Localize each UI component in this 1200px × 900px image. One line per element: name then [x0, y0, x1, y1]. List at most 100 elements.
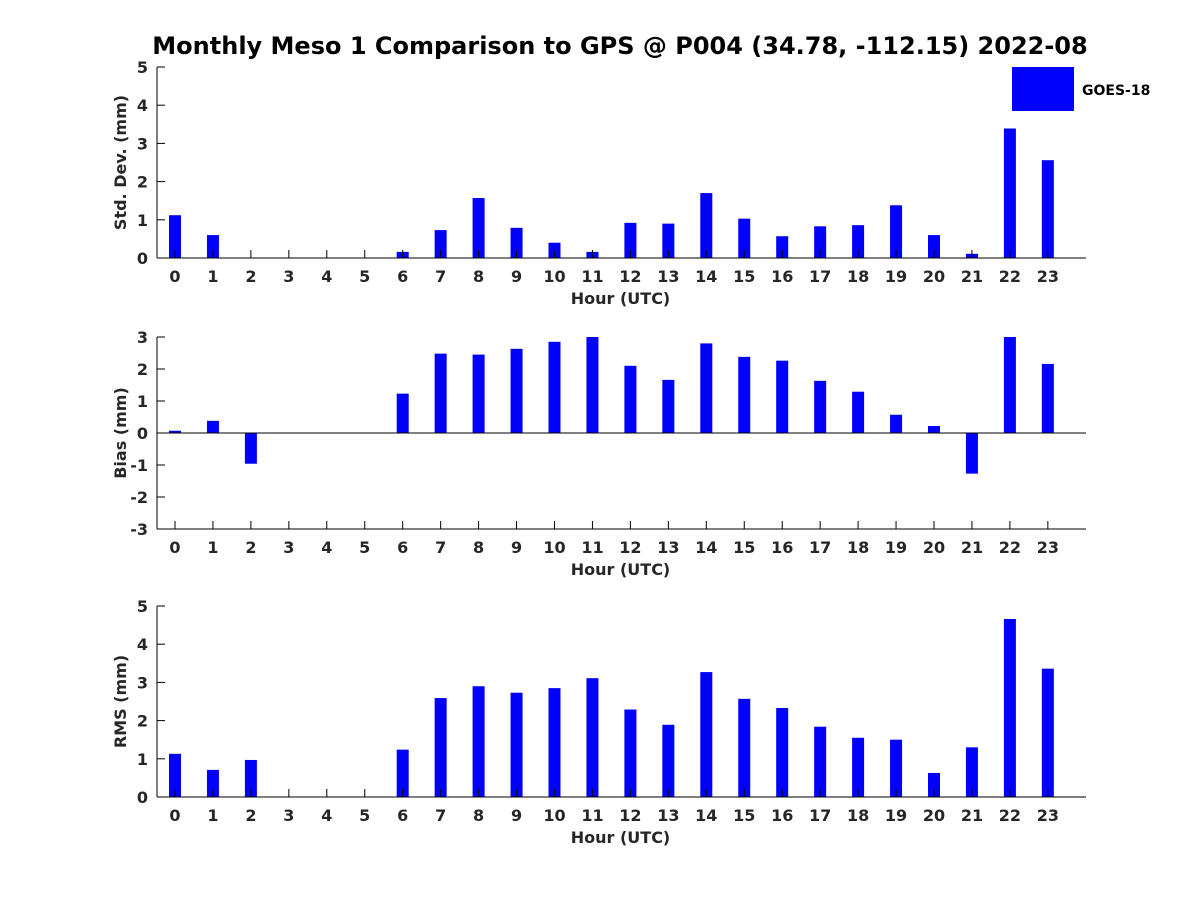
bias-bar-hour-10: [548, 341, 561, 433]
bias-x-tick-label: 23: [1037, 538, 1059, 557]
std-dev-x-tick-label: 2: [245, 267, 256, 286]
std-dev-x-tick-label: 23: [1037, 267, 1059, 286]
std-dev-bar-hour-9: [510, 227, 523, 258]
rms-bar-hour-9: [510, 692, 523, 797]
bias-x-tick-label: 7: [435, 538, 446, 557]
std-dev-bar-hour-18: [852, 225, 865, 258]
bias-y-tick-label: 2: [137, 360, 148, 379]
bias-bar-hour-19: [890, 414, 903, 433]
rms-bar-hour-17: [814, 726, 827, 797]
std-dev-bar-hour-1: [206, 235, 219, 258]
chart-title: Monthly Meso 1 Comparison to GPS @ P004 …: [152, 32, 1087, 60]
rms-bar-hour-21: [965, 747, 978, 797]
bias-x-axis-label: Hour (UTC): [571, 560, 671, 579]
std-dev-bar-hour-8: [472, 198, 485, 258]
bias-x-tick-label: 10: [543, 538, 565, 557]
rms-x-tick-label: 6: [397, 806, 408, 825]
std-dev-y-tick-label: 2: [137, 173, 148, 192]
rms-bar-hour-12: [624, 709, 637, 797]
bias-bar-hour-1: [206, 420, 219, 433]
bias-x-tick-label: 16: [771, 538, 793, 557]
bias-bar-hour-15: [738, 356, 751, 433]
rms-x-tick-label: 14: [695, 806, 717, 825]
bias-x-tick-label: 4: [321, 538, 332, 557]
bias-bar-hour-13: [662, 379, 675, 433]
rms-x-tick-label: 19: [885, 806, 907, 825]
bias-y-tick-label: -3: [130, 520, 148, 539]
std-dev-bar-hour-19: [890, 205, 903, 258]
bias-y-axis-label: Bias (mm): [111, 387, 130, 479]
std-dev-y-tick-label: 4: [137, 96, 148, 115]
rms-x-tick-label: 8: [473, 806, 484, 825]
rms-bar-hour-14: [700, 672, 713, 797]
rms-bar-hour-0: [169, 753, 181, 797]
rms-x-tick-label: 4: [321, 806, 332, 825]
bias-y-tick-label: -2: [130, 488, 148, 507]
bias-x-tick-label: 18: [847, 538, 869, 557]
bias-bar-hour-7: [434, 353, 447, 433]
bias-x-tick-label: 2: [245, 538, 256, 557]
rms-y-tick-label: 5: [137, 597, 148, 616]
bias-x-tick-label: 12: [619, 538, 641, 557]
rms-bar-hour-20: [928, 772, 940, 797]
bias-bar-hour-23: [1041, 363, 1054, 433]
rms-x-tick-label: 18: [847, 806, 869, 825]
std-dev-x-tick-label: 9: [511, 267, 522, 286]
bias-x-tick-label: 13: [657, 538, 679, 557]
bias-bar-hour-2: [244, 433, 257, 464]
std-dev-y-tick-label: 0: [137, 249, 148, 268]
rms-bar-hour-1: [206, 769, 219, 797]
std-dev-x-tick-label: 1: [207, 267, 218, 286]
rms-x-tick-label: 3: [283, 806, 294, 825]
std-dev-bar-hour-7: [434, 230, 447, 258]
std-dev-x-tick-label: 21: [961, 267, 983, 286]
std-dev-bar-hour-20: [928, 235, 940, 258]
rms-x-tick-label: 9: [511, 806, 522, 825]
std-dev-x-tick-label: 5: [359, 267, 370, 286]
std-dev-y-tick-label: 5: [137, 58, 148, 77]
std-dev-x-tick-label: 18: [847, 267, 869, 286]
rms-bar-hour-19: [890, 739, 903, 797]
bias-bar-hour-0: [169, 430, 181, 433]
rms-bar-hour-11: [586, 678, 599, 797]
bias-bar-hour-12: [624, 365, 637, 433]
bias-bar-hour-16: [776, 360, 789, 433]
std-dev-x-axis-label: Hour (UTC): [571, 289, 671, 308]
rms-bar-hour-13: [662, 724, 675, 797]
bias-bar-hour-22: [1003, 337, 1016, 433]
std-dev-x-tick-label: 20: [923, 267, 945, 286]
std-dev-bar-hour-22: [1003, 128, 1016, 258]
bias-bar-hour-17: [814, 380, 827, 433]
bias-bar-hour-14: [700, 343, 713, 433]
rms-y-tick-label: 4: [137, 635, 148, 654]
std-dev-x-tick-label: 13: [657, 267, 679, 286]
rms-x-tick-label: 12: [619, 806, 641, 825]
bias-x-tick-label: 17: [809, 538, 831, 557]
bias-y-tick-label: 0: [137, 424, 148, 443]
bias-x-tick-label: 14: [695, 538, 717, 557]
bias-x-tick-label: 8: [473, 538, 484, 557]
bias-bar-hour-8: [472, 354, 485, 433]
std-dev-x-tick-label: 15: [733, 267, 755, 286]
rms-x-tick-label: 11: [581, 806, 603, 825]
rms-x-tick-label: 7: [435, 806, 446, 825]
rms-bar-hour-23: [1041, 668, 1054, 797]
std-dev-bar-hour-16: [776, 236, 789, 258]
std-dev-bar-hour-17: [814, 226, 827, 258]
bias-x-tick-label: 9: [511, 538, 522, 557]
rms-x-tick-label: 1: [207, 806, 218, 825]
rms-x-tick-label: 15: [733, 806, 755, 825]
std-dev-y-tick-label: 1: [137, 211, 148, 230]
rms-bar-hour-7: [434, 698, 447, 797]
rms-x-tick-label: 22: [999, 806, 1021, 825]
bias-bar-hour-6: [396, 393, 409, 433]
rms-bar-hour-22: [1003, 618, 1016, 797]
rms-x-tick-label: 20: [923, 806, 945, 825]
std-dev-bar-hour-13: [662, 223, 675, 258]
rms-bar-hour-15: [738, 698, 751, 797]
bias-bar-hour-11: [586, 337, 599, 433]
rms-y-tick-label: 1: [137, 750, 148, 769]
